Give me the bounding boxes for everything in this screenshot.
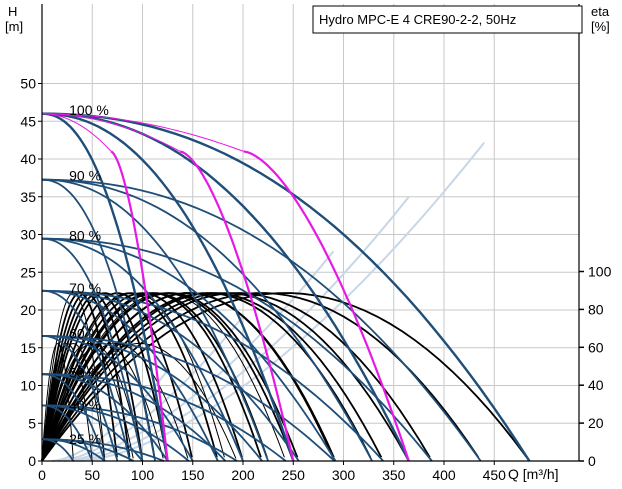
y-tick-label: 40 [20,151,36,167]
power-curve [110,150,169,462]
qh-curve [41,237,433,462]
qh-curve [42,373,106,462]
speed-labels: 100 % 90 % 80 % 70 % 60 % 50 % 40 % 25 % [69,102,109,447]
system-curve [72,196,410,462]
qh-curve [42,373,287,462]
qh-curve [41,289,219,462]
power-curve [179,150,295,462]
qh-curve [42,335,194,462]
speed-label: 50 % [69,365,101,381]
qh-curves [41,112,531,462]
qh-curve [41,178,482,462]
qh-curve [41,112,295,462]
qh-curve [41,237,244,462]
x-tick-label: 450 [483,467,507,483]
qh-curve [41,237,144,462]
chart-title: Hydro MPC-E 4 CRE90-2-2, 50Hz [319,12,516,27]
y-tick-label: 35 [20,189,36,205]
qh-curve [42,404,238,462]
speed-label: 80 % [69,227,101,243]
y2-tick-label: 60 [588,339,604,355]
y2-axis-label: eta [591,4,610,19]
qh-curve [41,178,269,462]
x-axis-label: Q [m³/h] [508,466,559,482]
efficiency-curve [41,292,334,462]
efficiency-curve [41,342,134,462]
speed-label: 90 % [69,168,101,184]
y-tick-label: 20 [20,302,36,318]
power-curve [42,113,244,152]
y-axis-label: H [8,4,17,19]
y2-tick-label: 40 [588,377,604,393]
x-tick-label: 300 [332,467,356,483]
efficiency-curve [41,343,105,462]
efficiency-curve [41,292,262,462]
x-tick-label: 50 [84,467,100,483]
qh-curve [41,289,300,462]
x-tick-label: 350 [382,467,406,483]
qh-curve [41,178,156,462]
qh-curve [42,335,119,462]
speed-label: 100 % [69,102,109,118]
y2-tick-label: 100 [588,264,612,280]
x-tick-label: 0 [38,467,46,483]
y-axis-unit: [m] [5,19,23,34]
qh-curve [41,112,531,462]
speed-label: 70 % [69,280,101,296]
y2-tick-label: 0 [588,453,596,469]
x-tick-label: 100 [131,467,155,483]
y2-axis-unit: [%] [591,19,610,34]
power-curve [42,113,112,152]
x-tick-label: 250 [282,467,306,483]
qh-curve [41,112,410,462]
x-tick-label: 150 [181,467,205,483]
efficiency-curve [41,292,383,462]
power-curves [42,113,410,462]
speed-label: 25 % [69,431,101,447]
power-curve [243,150,410,462]
system-curve [80,141,485,462]
qh-curve [42,438,165,462]
y-tick-label: 10 [20,378,36,394]
y-tick-label: 0 [28,453,36,469]
y-tick-label: 45 [20,113,36,129]
y-tick-label: 5 [28,415,36,431]
qh-curve [41,237,337,462]
qh-curve [41,178,373,462]
speed-label: 60 % [69,325,101,341]
x-tick-label: 400 [432,467,456,483]
efficiency-curve [41,342,237,462]
qh-curve [41,289,131,462]
qh-curve [41,289,384,462]
x-tick-label: 200 [231,467,255,483]
plot-frame [38,4,584,465]
y2-tick-label: 80 [588,301,604,317]
y-tick-label: 50 [20,76,36,92]
efficiency-curve [41,292,168,462]
y-tick-label: 25 [20,264,36,280]
y-tick-label: 15 [20,340,36,356]
y2-tick-label: 20 [588,415,604,431]
speed-label: 40 % [69,397,101,413]
tick-labels: 0 50 100 150 200 250 300 350 400 4500510152025303… [20,76,611,484]
y-tick-label: 30 [20,227,36,243]
efficiency-curve [41,342,189,462]
title-box [312,5,583,34]
efficiency-curve [41,292,431,462]
qh-curve [42,335,336,462]
